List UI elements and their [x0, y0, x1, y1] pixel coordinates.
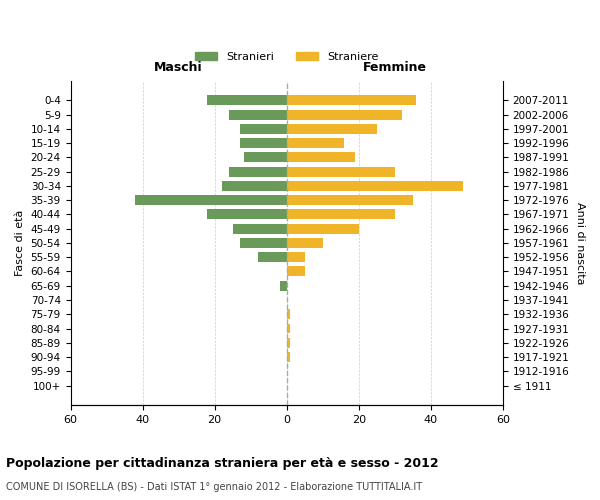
Bar [287, 124, 377, 134]
Bar [287, 352, 290, 362]
Bar [287, 310, 290, 319]
Bar [287, 252, 305, 262]
Bar [287, 96, 416, 106]
Bar [280, 280, 287, 290]
Bar [287, 238, 323, 248]
Legend: Stranieri, Straniere: Stranieri, Straniere [190, 47, 383, 66]
Y-axis label: Fasce di età: Fasce di età [15, 210, 25, 276]
Bar [287, 152, 355, 162]
Bar [287, 138, 344, 148]
Bar [222, 181, 287, 191]
Bar [208, 210, 287, 220]
Bar [287, 166, 395, 176]
Bar [240, 138, 287, 148]
Bar [287, 224, 359, 234]
Bar [287, 110, 402, 120]
Bar [287, 210, 395, 220]
Bar [240, 124, 287, 134]
Text: COMUNE DI ISORELLA (BS) - Dati ISTAT 1° gennaio 2012 - Elaborazione TUTTITALIA.I: COMUNE DI ISORELLA (BS) - Dati ISTAT 1° … [6, 482, 422, 492]
Bar [229, 110, 287, 120]
Bar [287, 195, 413, 205]
Bar [233, 224, 287, 234]
Text: Maschi: Maschi [154, 61, 203, 74]
Bar [287, 181, 463, 191]
Bar [287, 338, 290, 348]
Bar [258, 252, 287, 262]
Text: Popolazione per cittadinanza straniera per età e sesso - 2012: Popolazione per cittadinanza straniera p… [6, 458, 439, 470]
Text: Femmine: Femmine [363, 61, 427, 74]
Bar [240, 238, 287, 248]
Bar [287, 266, 305, 276]
Bar [136, 195, 287, 205]
Y-axis label: Anni di nascita: Anni di nascita [575, 202, 585, 284]
Bar [229, 166, 287, 176]
Bar [244, 152, 287, 162]
Bar [208, 96, 287, 106]
Bar [287, 324, 290, 334]
